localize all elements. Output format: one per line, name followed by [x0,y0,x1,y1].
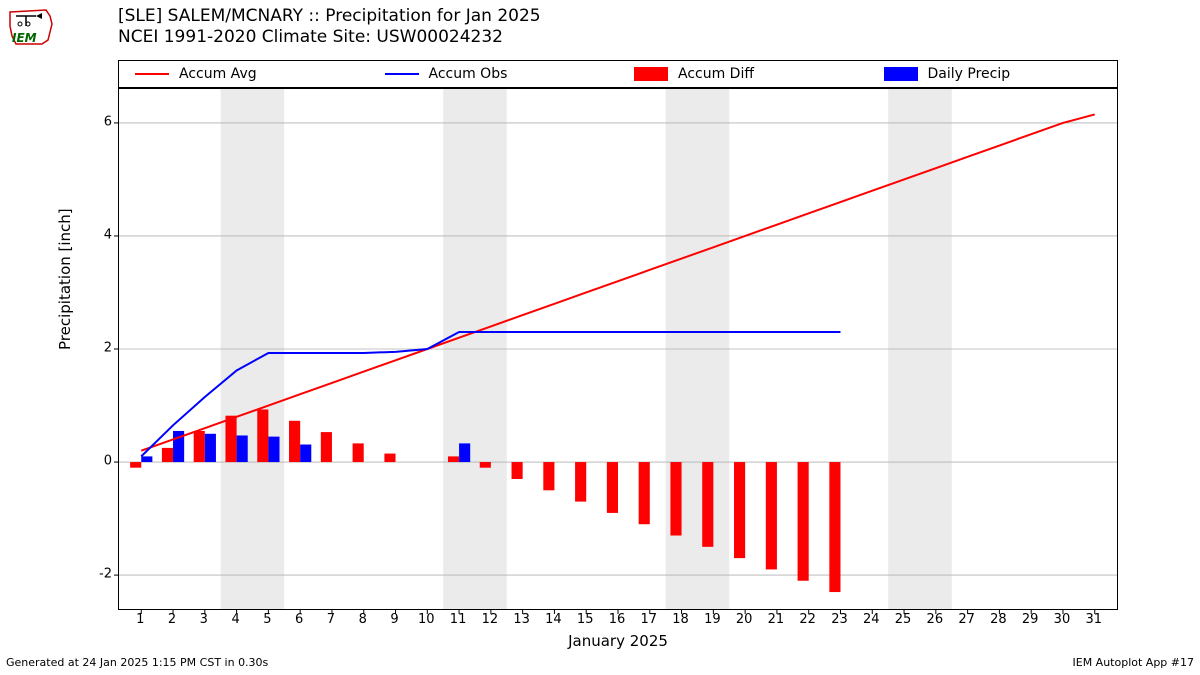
x-tick-label: 30 [1054,612,1071,627]
legend-accum-obs: Accum Obs [369,66,619,82]
footer-appid: IEM Autoplot App #17 [1073,656,1195,669]
x-tick-label: 11 [450,612,467,627]
legend-label-obs: Accum Obs [429,66,508,82]
y-tick-label: -2 [82,567,112,582]
x-tick-label: 9 [390,612,398,627]
legend-daily-precip: Daily Precip [868,66,1118,82]
x-tick-label: 27 [958,612,975,627]
iem-logo: IEM [6,6,56,48]
y-tick-label: 2 [82,341,112,356]
x-tick-label: 6 [295,612,303,627]
x-tick-label: 1 [136,612,144,627]
y-tick-label: 6 [82,114,112,129]
x-tick-label: 4 [231,612,239,627]
legend-accum-diff: Accum Diff [618,66,868,82]
legend-line-obs [385,73,419,75]
x-tick-label: 31 [1085,612,1102,627]
x-tick-label: 8 [359,612,367,627]
y-axis-label: Precipitation [inch] [56,208,74,350]
x-tick-label: 15 [577,612,594,627]
title-line-1: [SLE] SALEM/MCNARY :: Precipitation for … [118,6,541,26]
x-tick-label: 28 [990,612,1007,627]
x-tick-label: 10 [418,612,435,627]
legend-label-avg: Accum Avg [179,66,257,82]
x-tick-label: 3 [200,612,208,627]
x-tick-label: 13 [513,612,530,627]
legend-accum-avg: Accum Avg [119,66,369,82]
legend-label-daily: Daily Precip [928,66,1011,82]
legend-patch-diff [634,67,668,81]
plot-area [118,88,1118,610]
x-tick-label: 19 [704,612,721,627]
legend-label-diff: Accum Diff [678,66,754,82]
x-tick-label: 25 [895,612,912,627]
chart-title: [SLE] SALEM/MCNARY :: Precipitation for … [118,6,541,49]
x-tick-label: 5 [263,612,271,627]
x-tick-label: 12 [482,612,499,627]
x-tick-label: 24 [863,612,880,627]
legend: Accum Avg Accum Obs Accum Diff Daily Pre… [118,60,1118,88]
x-tick-label: 7 [327,612,335,627]
x-tick-label: 20 [736,612,753,627]
x-tick-label: 23 [831,612,848,627]
x-tick-label: 16 [609,612,626,627]
x-tick-label: 18 [672,612,689,627]
x-tick-label: 2 [168,612,176,627]
svg-text:IEM: IEM [12,31,37,45]
y-tick-label: 0 [82,454,112,469]
legend-patch-daily [884,67,918,81]
x-tick-label: 17 [641,612,658,627]
plot-svg [119,89,1117,609]
x-tick-label: 14 [545,612,562,627]
x-tick-label: 26 [927,612,944,627]
legend-line-avg [135,73,169,75]
footer-generated: Generated at 24 Jan 2025 1:15 PM CST in … [6,656,268,669]
title-line-2: NCEI 1991-2020 Climate Site: USW00024232 [118,27,503,47]
y-tick-label: 4 [82,227,112,242]
x-tick-label: 21 [768,612,785,627]
x-tick-label: 29 [1022,612,1039,627]
x-axis-label: January 2025 [118,632,1118,650]
x-tick-label: 22 [799,612,816,627]
